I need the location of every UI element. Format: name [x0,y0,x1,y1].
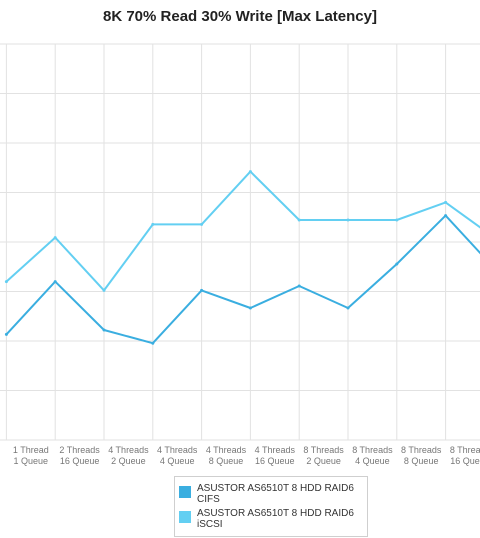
data-point[interactable] [102,288,106,292]
data-point[interactable] [346,306,350,310]
data-point[interactable] [297,284,301,288]
x-tick-label: 4 Threads 2 Queue [108,445,149,466]
data-point[interactable] [395,218,399,222]
data-point[interactable] [102,328,106,332]
series-line-iscsi [5,170,480,292]
legend-label-iscsi-line1: ASUSTOR AS6510T 8 HDD RAID6 [197,508,354,519]
legend-label-cifs-line2: CIFS [197,494,220,505]
data-point[interactable] [200,222,204,226]
x-tick-label: 8 Threads 4 Queue [352,445,393,466]
data-point[interactable] [151,222,155,226]
data-point[interactable] [248,306,252,310]
data-point[interactable] [4,332,8,336]
data-point[interactable] [395,262,399,266]
data-point[interactable] [53,280,57,284]
series-line-cifs [5,214,480,345]
legend-item-cifs[interactable]: ASUSTOR AS6510T 8 HDD RAID6 CIFS [179,483,363,505]
data-point[interactable] [53,236,57,240]
data-point[interactable] [297,218,301,222]
legend-swatch-iscsi [179,511,191,523]
legend-label-cifs-line1: ASUSTOR AS6510T 8 HDD RAID6 [197,483,354,494]
data-point[interactable] [444,200,448,204]
data-point[interactable] [346,218,350,222]
x-tick-label: 4 Threads 16 Queue [255,445,296,466]
x-tick-label: 2 Threads 16 Queue [59,445,100,466]
legend-label-iscsi-line2: iSCSI [197,519,223,530]
data-point[interactable] [444,214,448,218]
x-tick-label: 4 Threads 8 Queue [206,445,247,466]
x-tick-label: 8 Threads 2 Queue [303,445,344,466]
x-tick-label: 1 Thread 1 Queue [13,445,49,466]
chart-title: 8K 70% Read 30% Write [Max Latency] [103,8,377,25]
x-tick-labels: 1 Thread 1 Queue 2 Threads 16 Queue 4 Thread… [13,445,480,466]
legend-item-iscsi[interactable]: ASUSTOR AS6510T 8 HDD RAID6 iSCSI [179,508,363,530]
series-lines [4,170,480,345]
legend: ASUSTOR AS6510T 8 HDD RAID6 CIFS ASUSTOR… [174,476,368,537]
data-point[interactable] [151,341,155,345]
x-tick-label: 8 Threads 8 Queue [401,445,442,466]
data-point[interactable] [248,170,252,174]
data-point[interactable] [200,288,204,292]
data-point[interactable] [4,280,8,284]
x-tick-label: 4 Threads 4 Queue [157,445,198,466]
legend-swatch-cifs [179,486,191,498]
grid-lines [0,43,480,441]
